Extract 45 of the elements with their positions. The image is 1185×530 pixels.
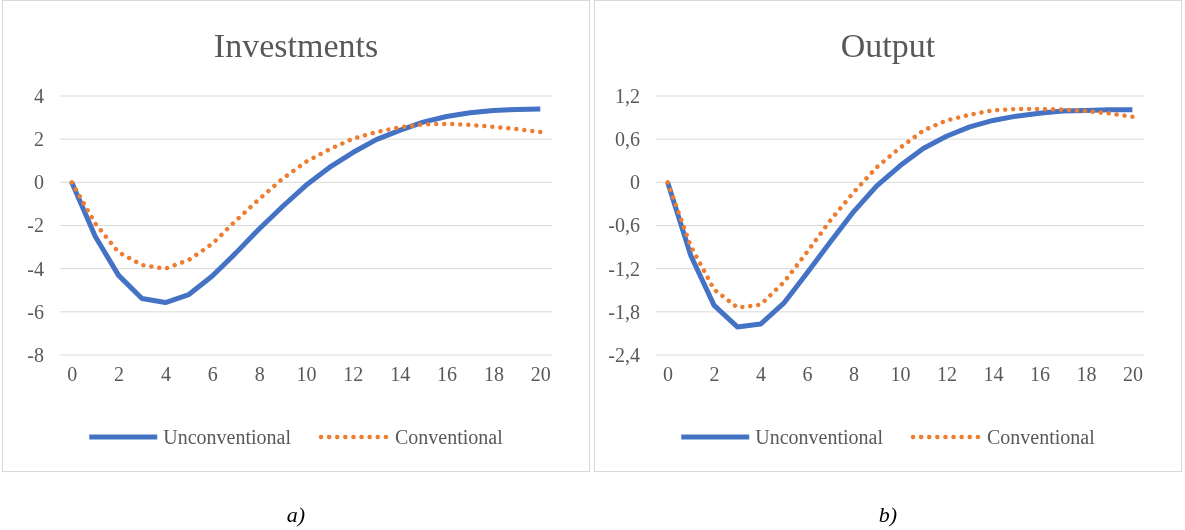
legend-label: Unconventional bbox=[755, 426, 884, 448]
x-tick-label: 20 bbox=[1122, 363, 1143, 386]
y-tick-label: -0,6 bbox=[608, 214, 640, 237]
legend-label: Conventional bbox=[986, 426, 1096, 448]
x-tick-label: 16 bbox=[437, 363, 458, 386]
x-tick-label: 16 bbox=[1029, 363, 1050, 386]
x-tick-label: 10 bbox=[296, 363, 317, 386]
y-tick-label: -8 bbox=[27, 343, 44, 366]
chart-title: Investments bbox=[213, 27, 379, 64]
legend-label: Conventional bbox=[394, 426, 504, 448]
y-tick-label: 0 bbox=[630, 171, 640, 194]
y-tick-label: 0 bbox=[34, 171, 44, 194]
chart-title: Output bbox=[840, 27, 936, 64]
y-tick-label: -1,2 bbox=[608, 257, 640, 280]
y-tick-label: -4 bbox=[27, 257, 44, 280]
y-tick-label: 1,2 bbox=[615, 84, 640, 107]
x-tick-label: 12 bbox=[936, 363, 957, 386]
y-tick-label: 4 bbox=[34, 84, 44, 107]
legend-label: Unconventional bbox=[163, 426, 292, 448]
x-tick-label: 6 bbox=[207, 363, 218, 386]
x-tick-label: 14 bbox=[983, 363, 1004, 386]
x-tick-label: 8 bbox=[849, 363, 860, 386]
y-tick-label: -6 bbox=[27, 300, 44, 323]
x-tick-label: 12 bbox=[343, 363, 364, 386]
x-tick-label: 20 bbox=[530, 363, 551, 386]
x-tick-label: 8 bbox=[254, 363, 265, 386]
x-tick-label: 6 bbox=[802, 363, 813, 386]
line-series bbox=[69, 121, 543, 271]
x-tick-label: 14 bbox=[390, 363, 411, 386]
x-tick-label: 18 bbox=[483, 363, 504, 386]
text: b) bbox=[878, 502, 898, 527]
y-tick-label: -2 bbox=[27, 214, 44, 237]
x-tick-label: 0 bbox=[663, 363, 674, 386]
x-tick-label: 2 bbox=[709, 363, 720, 386]
x-tick-label: 4 bbox=[756, 363, 767, 386]
x-tick-label: 18 bbox=[1076, 363, 1097, 386]
y-tick-label: -2,4 bbox=[608, 343, 640, 366]
text: a) bbox=[286, 502, 306, 527]
x-tick-label: 10 bbox=[890, 363, 911, 386]
x-tick-label: 2 bbox=[114, 363, 125, 386]
x-tick-label: 0 bbox=[67, 363, 78, 386]
y-tick-label: 0,6 bbox=[615, 128, 640, 151]
y-tick-label: -1,8 bbox=[608, 300, 640, 323]
x-tick-label: 4 bbox=[160, 363, 171, 386]
y-tick-label: 2 bbox=[34, 128, 44, 151]
